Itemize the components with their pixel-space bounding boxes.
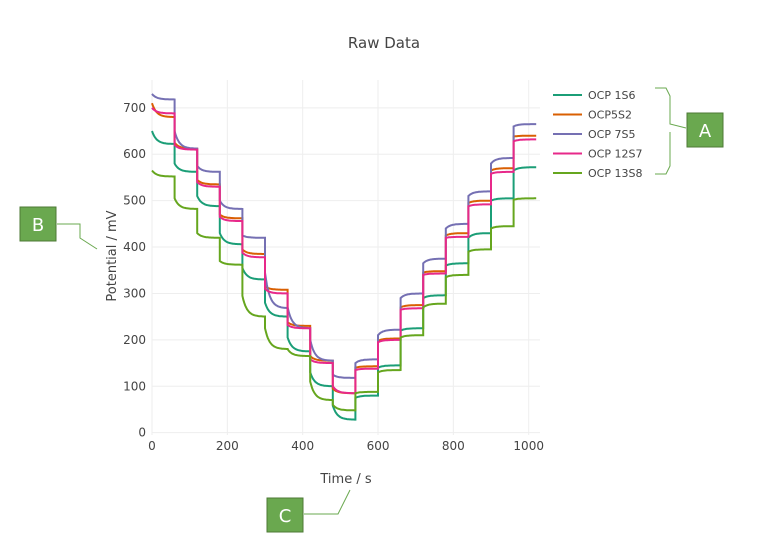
legend-entry: OCP 1S6 — [588, 89, 635, 102]
y-tick-label: 0 — [138, 426, 146, 440]
y-tick-label: 100 — [123, 379, 146, 393]
annotation-a-bracket — [655, 87, 687, 175]
legend-entry: OCP 12S7 — [588, 148, 642, 161]
y-tick-label: 700 — [123, 101, 146, 115]
y-tick-label: 300 — [123, 286, 146, 300]
series-line — [151, 102, 537, 395]
annotation-b-label: B — [32, 215, 44, 236]
y-tick-label: 500 — [123, 194, 146, 208]
annotation-b: B — [19, 206, 98, 250]
x-axis-label: Time / s — [319, 472, 371, 487]
annotation-b-box — [19, 206, 57, 242]
tick-layer: 0 100 200 300 400 500 600 700 0 200 400 600 800 1000 — [123, 101, 544, 453]
x-tick-label: 200 — [216, 439, 239, 453]
x-tick-label: 0 — [148, 439, 156, 453]
chart-title: Raw Data — [348, 34, 420, 52]
annotation-a-box — [686, 112, 724, 148]
y-tick-label: 400 — [123, 240, 146, 254]
x-tick-label: 800 — [442, 439, 465, 453]
legend: OCP 1S6 OCP5S2 OCP 7S5 OCP 12S7 OCP 13S8 — [553, 89, 642, 180]
annotation-c-pointer — [304, 489, 351, 515]
x-tick-label: 1000 — [513, 439, 544, 453]
legend-entry: OCP5S2 — [588, 109, 632, 122]
series-line — [151, 93, 537, 379]
annotation-b-pointer — [57, 223, 98, 250]
annotation-a: A — [655, 87, 724, 175]
y-axis-label: Potential / mV — [105, 210, 120, 301]
series-line — [151, 107, 537, 395]
annotation-c-label: C — [279, 506, 292, 527]
series-line — [151, 169, 537, 412]
y-tick-label: 600 — [123, 147, 146, 161]
y-tick-label: 200 — [123, 333, 146, 347]
annotation-c: C — [266, 489, 351, 533]
grid-layer — [151, 80, 540, 435]
x-tick-label: 600 — [367, 439, 390, 453]
series-layer — [151, 93, 537, 421]
annotation-a-label: A — [699, 121, 712, 142]
annotation-c-box — [266, 497, 304, 533]
series-line — [151, 130, 537, 421]
x-tick-label: 400 — [291, 439, 314, 453]
legend-entry: OCP 7S5 — [588, 128, 635, 141]
legend-entry: OCP 13S8 — [588, 167, 642, 180]
